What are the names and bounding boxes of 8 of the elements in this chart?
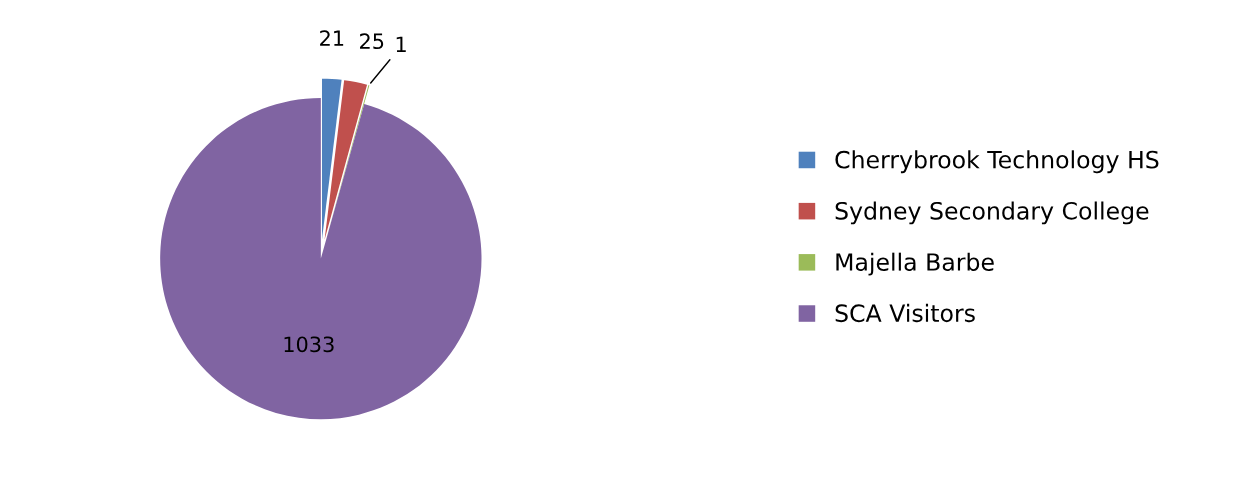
data-label: 1 bbox=[396, 36, 406, 52]
data-label: 21 bbox=[320, 30, 344, 46]
legend-label: Sydney Secondary College bbox=[835, 201, 1149, 225]
legend-label: Cherrybrook Technology HS bbox=[835, 150, 1159, 174]
data-label: 1033 bbox=[284, 336, 334, 353]
legend-label: Majella Barbe bbox=[836, 252, 994, 276]
legend-label: SCA Visitors bbox=[835, 303, 975, 323]
data-label: 25 bbox=[360, 33, 384, 50]
